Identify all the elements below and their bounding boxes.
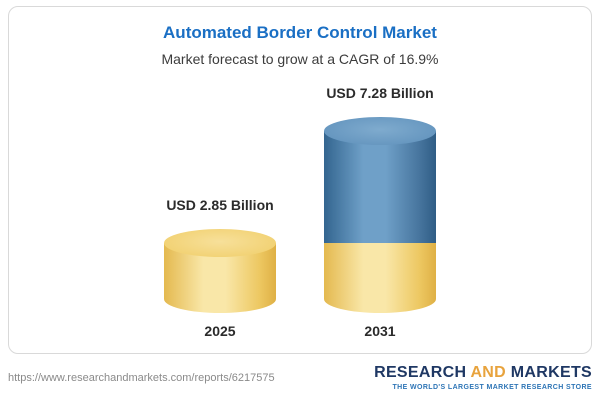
chart-card: Automated Border Control Market Market f… [8,6,592,354]
bar-2031-top-segment [324,131,436,243]
value-label-2025: USD 2.85 Billion [166,197,274,213]
bar-2025-cap [164,229,276,257]
category-label-2025: 2025 [204,323,236,339]
bar-2031-bottom-segment [324,243,436,313]
value-label-2031: USD 7.28 Billion [326,85,434,101]
chart-subtitle: Market forecast to grow at a CAGR of 16.… [161,51,439,67]
source-url[interactable]: https://www.researchandmarkets.com/repor… [8,372,275,384]
research-and-markets-logo: RESEARCH AND MARKETS THE WORLD'S LARGEST… [374,364,592,392]
logo-wordmark: RESEARCH AND MARKETS [374,364,592,382]
bar-chart: USD 2.85 Billion 2025 USD 7.28 Billion 2… [9,85,591,339]
chart-title: Automated Border Control Market [163,23,437,42]
logo-word-markets: MARKETS [506,363,592,381]
bar-2031-cap [324,117,436,145]
page-footer: https://www.researchandmarkets.com/repor… [8,358,592,392]
bar-group-2031: USD 7.28 Billion 2031 [324,85,436,339]
logo-tagline: THE WORLD'S LARGEST MARKET RESEARCH STOR… [392,383,592,391]
logo-word-research: RESEARCH [374,363,471,381]
bar-2025[interactable] [164,229,276,313]
logo-word-and: AND [470,363,507,381]
bar-2031[interactable] [324,117,436,313]
category-label-2031: 2031 [364,323,396,339]
bar-group-2025: USD 2.85 Billion 2025 [164,197,276,339]
